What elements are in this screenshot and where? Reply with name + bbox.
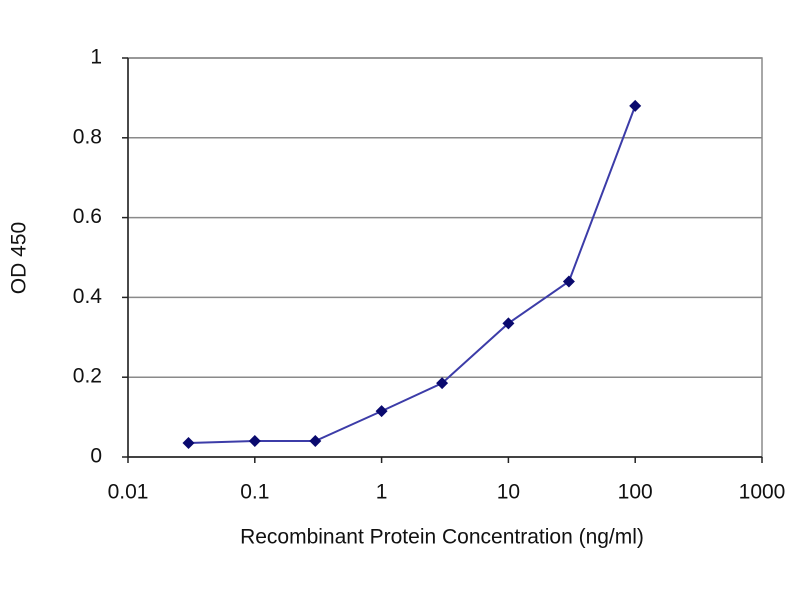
y-tick-label: 0.4	[73, 285, 103, 308]
x-tick-label: 1000	[739, 481, 786, 504]
data-point	[248, 435, 261, 448]
x-tick-label: 0.01	[108, 481, 149, 504]
y-axis-title: OD 450	[8, 222, 31, 294]
plot-area	[127, 57, 763, 458]
data-line	[188, 105, 637, 445]
x-tick-label: 100	[618, 481, 653, 504]
data-point	[562, 275, 575, 288]
data-point	[309, 435, 322, 448]
y-tick-label: 0.8	[73, 125, 102, 148]
x-tick-label: 1	[376, 481, 388, 504]
y-tick-label: 0	[90, 445, 102, 468]
data-point	[502, 317, 515, 330]
data-point	[375, 405, 388, 418]
y-tick-label: 0.2	[73, 365, 102, 388]
y-tick-label: 0.6	[73, 205, 102, 228]
x-tick-label: 0.1	[240, 481, 269, 504]
data-point	[182, 437, 195, 450]
x-axis-title: Recombinant Protein Concentration (ng/ml…	[240, 526, 644, 549]
y-tick-label: 1	[90, 46, 102, 69]
data-point	[436, 377, 449, 390]
x-tick-label: 10	[497, 481, 520, 504]
data-point	[629, 99, 642, 112]
